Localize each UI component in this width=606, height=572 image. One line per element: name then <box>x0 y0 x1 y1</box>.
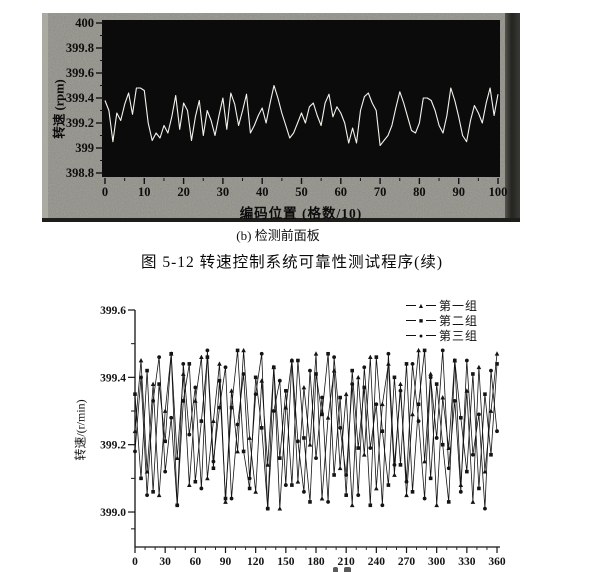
svg-text:70: 70 <box>374 185 387 199</box>
legend-entry-group1: ▲ 第一组 <box>406 298 478 313</box>
svg-text:30: 30 <box>217 185 230 199</box>
svg-text:60: 60 <box>190 556 202 568</box>
front-panel-chart-svg: 400 399.8 399.6 399.4 399.2 399 398.8 0 10 20 30 40… <box>42 13 520 222</box>
svg-text:100: 100 <box>489 185 508 199</box>
legend-line <box>406 335 416 336</box>
svg-text:399: 399 <box>75 141 94 155</box>
svg-text:50: 50 <box>295 185 308 199</box>
svg-text:210: 210 <box>338 556 356 568</box>
reliability-plot: 399.6 399.4 399.2 399.0 0 30 60 90 120 150 180 210 2… <box>100 305 506 568</box>
subfigure-caption: (b) 检测前面板 <box>236 228 320 243</box>
triangle-marker-icon: ▲ <box>417 301 425 310</box>
svg-text:399.6: 399.6 <box>100 305 126 317</box>
square-marker-icon: ■ <box>418 316 424 325</box>
svg-text:90: 90 <box>220 556 232 568</box>
svg-text:399.4: 399.4 <box>66 91 95 105</box>
figure-caption: 图 5-12 转速控制系统可靠性测试程序(续) <box>141 254 443 271</box>
svg-text:0: 0 <box>102 185 108 199</box>
svg-text:330: 330 <box>458 556 476 568</box>
svg-text:399.8: 399.8 <box>66 41 94 55</box>
legend-line <box>426 335 436 336</box>
panel-bottom-edge <box>42 218 520 222</box>
legend-entry-group3: ● 第三组 <box>406 328 478 343</box>
legend-line <box>406 320 416 321</box>
legend-label: 第一组 <box>439 299 479 313</box>
svg-text:20: 20 <box>177 185 190 199</box>
clipped-glyph-top <box>333 567 338 572</box>
chart-y-axis-label: 转速/(r/min) <box>73 399 88 461</box>
svg-text:270: 270 <box>398 556 416 568</box>
svg-text:399.4: 399.4 <box>100 372 126 384</box>
panel-x-axis-label: 编码位置 (格数/10) <box>239 206 363 221</box>
svg-text:399.0: 399.0 <box>100 507 126 519</box>
clipped-xaxis-label-fragment <box>331 567 357 572</box>
svg-text:30: 30 <box>159 556 171 568</box>
labview-front-panel: 400 399.8 399.6 399.4 399.2 399 398.8 0 10 20 30 40… <box>42 13 520 222</box>
legend-line <box>406 305 416 306</box>
svg-text:120: 120 <box>247 556 265 568</box>
legend-line <box>426 305 436 306</box>
legend-label: 第三组 <box>439 329 479 343</box>
svg-text:90: 90 <box>452 185 465 199</box>
svg-text:180: 180 <box>307 556 325 568</box>
svg-text:300: 300 <box>428 556 446 568</box>
panel-right-shadow <box>505 13 520 222</box>
legend-label: 第二组 <box>439 314 479 328</box>
clipped-glyph-top <box>344 567 351 572</box>
svg-text:60: 60 <box>335 185 348 199</box>
legend-line <box>426 320 436 321</box>
svg-text:0: 0 <box>132 556 138 568</box>
svg-text:80: 80 <box>413 185 426 199</box>
panel-left-highlight <box>42 13 48 222</box>
svg-text:10: 10 <box>138 185 151 199</box>
svg-text:399.2: 399.2 <box>66 116 94 130</box>
panel-y-axis-label: 转速 (rpm) <box>52 79 67 139</box>
legend-entry-group2: ■ 第二组 <box>406 313 478 328</box>
svg-text:150: 150 <box>277 556 295 568</box>
svg-text:40: 40 <box>256 185 269 199</box>
chart-legend: ▲ 第一组 ■ 第二组 ● 第三组 <box>406 298 478 343</box>
circle-marker-icon: ● <box>418 331 424 340</box>
svg-text:240: 240 <box>368 556 386 568</box>
svg-text:360: 360 <box>488 556 506 568</box>
svg-text:399.2: 399.2 <box>100 440 126 452</box>
svg-text:399.6: 399.6 <box>66 66 94 80</box>
front-panel-plot: 400 399.8 399.6 399.4 399.2 399 398.8 0 10 20 30 40… <box>66 16 508 199</box>
svg-text:398.8: 398.8 <box>66 166 94 180</box>
svg-text:400: 400 <box>75 16 94 30</box>
reliability-chart-svg: 399.6 399.4 399.2 399.0 0 30 60 90 120 150 180 210 2… <box>100 305 506 568</box>
